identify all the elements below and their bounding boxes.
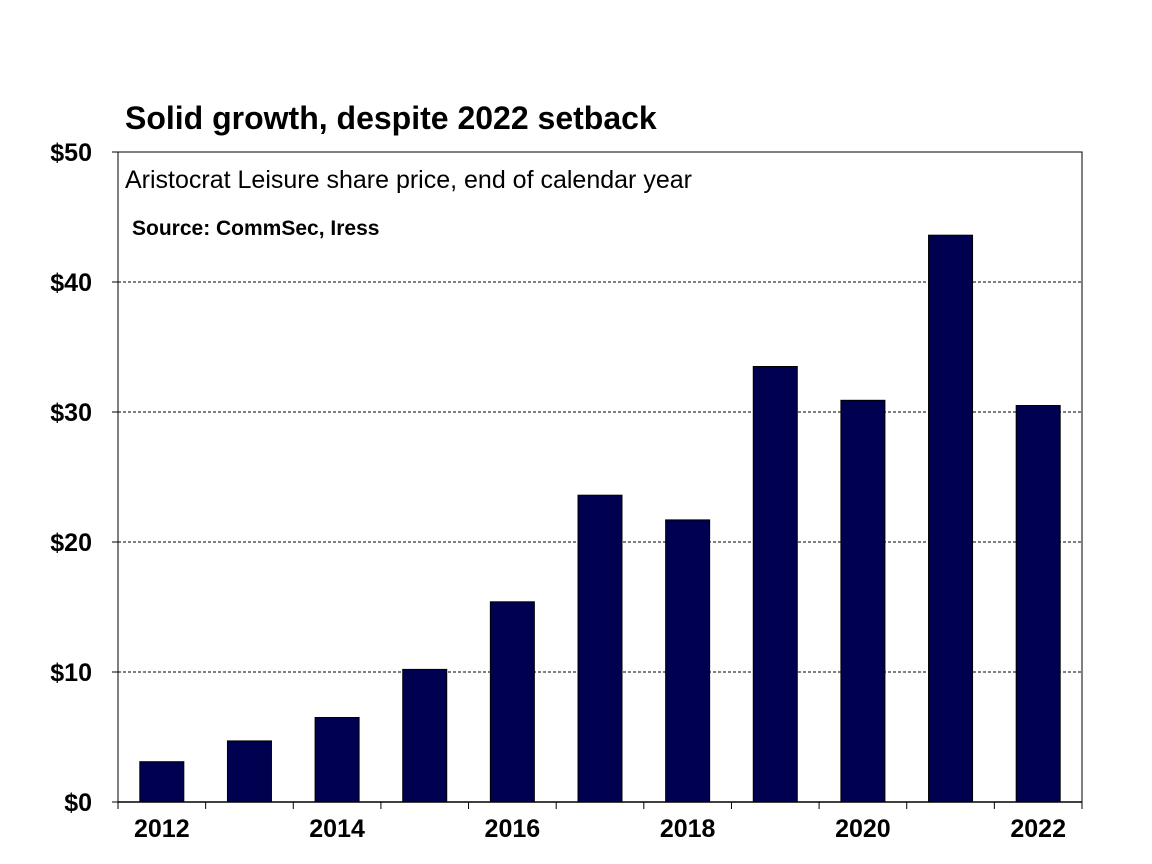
x-tick-label: 2014 bbox=[309, 815, 365, 843]
bar-2015 bbox=[402, 668, 448, 803]
y-tick-label: $0 bbox=[64, 789, 92, 817]
y-tick-label: $20 bbox=[50, 529, 92, 557]
chart-subtitle: Aristocrat Leisure share price, end of c… bbox=[125, 166, 692, 194]
y-tick-label: $10 bbox=[50, 659, 92, 687]
y-tick-label: $30 bbox=[50, 399, 92, 427]
bars bbox=[139, 234, 1061, 803]
bar-2019 bbox=[752, 366, 798, 803]
x-tick-labels: 2012 2014 2016 2018 2020 2022 bbox=[134, 815, 1066, 843]
axes bbox=[112, 151, 1083, 809]
chart-source: Source: CommSec, Iress bbox=[132, 217, 379, 240]
x-tick-label: 2020 bbox=[835, 815, 891, 843]
x-tick-label: 2016 bbox=[485, 815, 541, 843]
x-tick-label: 2018 bbox=[660, 815, 716, 843]
x-tick-label: 2012 bbox=[134, 815, 190, 843]
x-tick-label: 2022 bbox=[1010, 815, 1066, 843]
bar-2013 bbox=[226, 740, 272, 803]
bar-2014 bbox=[314, 717, 360, 803]
bar-2016 bbox=[489, 601, 535, 803]
y-tick-label: $50 bbox=[50, 139, 92, 167]
bar-2012 bbox=[139, 761, 185, 803]
bar-2020 bbox=[840, 399, 886, 803]
bar-2018 bbox=[665, 519, 711, 803]
bar-2017 bbox=[577, 494, 623, 803]
y-tick-label: $40 bbox=[50, 269, 92, 297]
bar-2021 bbox=[928, 234, 974, 803]
bar-2022 bbox=[1015, 405, 1061, 803]
y-tick-labels: $0 $10 $20 $30 $40 $50 bbox=[50, 139, 92, 817]
chart-title: Solid growth, despite 2022 setback bbox=[125, 100, 657, 136]
